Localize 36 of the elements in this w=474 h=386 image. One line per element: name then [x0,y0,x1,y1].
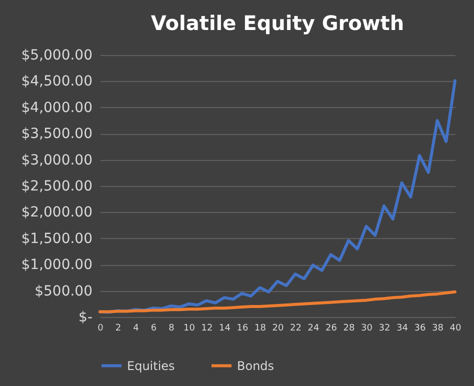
legend-label: Bonds [237,358,274,373]
y-tick-label: $3,500.00 [21,126,92,142]
x-tick-label: 28 [343,324,355,334]
x-tick-label: 30 [361,324,373,334]
y-tick-label: $- [78,310,92,326]
y-tick-label: $2,500.00 [21,178,92,194]
y-tick-label: $2,000.00 [21,204,92,221]
x-tick-label: 6 [150,324,157,334]
x-tick-label: 0 [98,324,104,334]
x-tick-label: 24 [308,324,320,334]
x-tick-label: 8 [168,324,175,334]
x-tick-label: 26 [326,324,338,334]
chart-title: Volatile Equity Growth [150,11,404,35]
x-tick-label: 10 [184,324,196,334]
x-tick-label: 16 [236,324,248,334]
x-tick-label: 32 [378,324,390,334]
x-tick-label: 14 [219,324,231,334]
line-series [98,290,456,314]
x-tick-label: 12 [201,324,213,334]
x-tick-label: 20 [272,324,284,334]
x-tick-label: 36 [414,324,426,334]
x-tick-label: 22 [290,324,302,334]
y-tick-label: $500.00 [34,283,92,300]
x-tick-label: 2 [115,324,122,334]
x-tick-label: 38 [432,324,444,334]
y-tick-label: $4,000.00 [21,100,92,116]
y-tick-label: $5,000.00 [21,48,92,64]
y-tick-label: $4,500.00 [21,74,92,90]
y-tick-label: $1,000.00 [21,257,92,274]
y-tick-label: $1,500.00 [21,230,92,247]
x-tick-label: 4 [133,324,140,334]
legend-label: Equities [127,358,175,373]
y-tick-label: $3,000.00 [21,152,92,168]
x-tick-label: 40 [450,324,462,334]
x-tick-label: 34 [396,324,408,334]
x-tick-label: 18 [254,324,266,334]
